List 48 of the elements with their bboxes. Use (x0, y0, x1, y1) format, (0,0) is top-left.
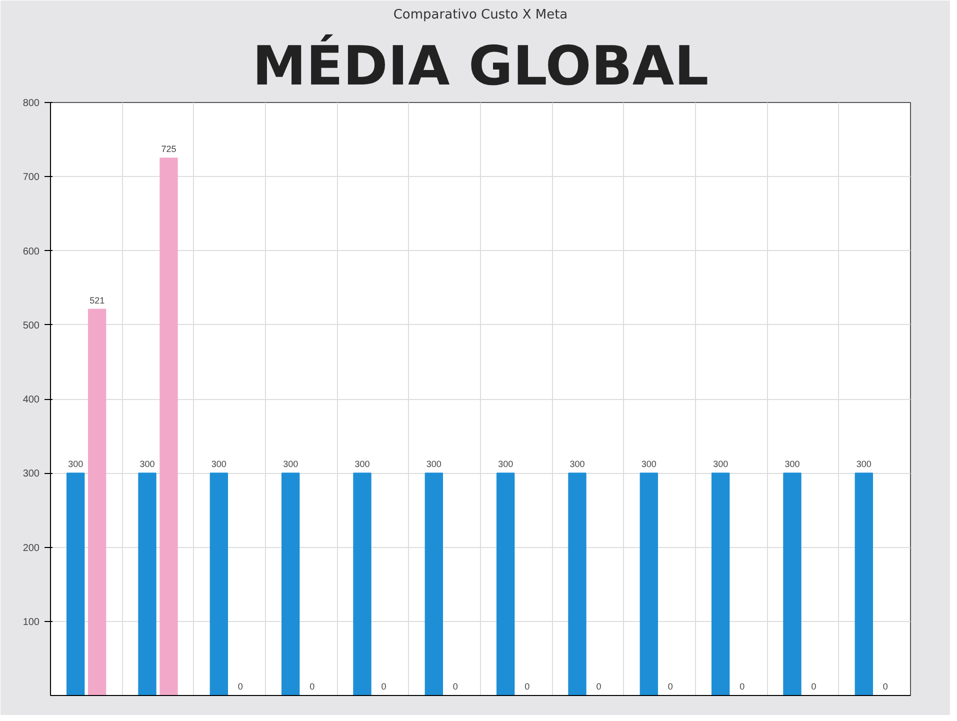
y-tick-label: 100 (22, 616, 40, 628)
data-label: 0 (740, 682, 745, 692)
data-label: 300 (570, 459, 585, 470)
chart-subtitle: Comparativo Custo X Meta (393, 8, 568, 22)
bar (281, 472, 300, 696)
data-label: 300 (641, 459, 656, 470)
data-label: 0 (882, 682, 888, 692)
data-label: 300 (140, 459, 155, 470)
y-tick-label: 700 (22, 172, 40, 184)
chart-title: MÉDIA GLOBAL (252, 34, 709, 98)
y-tick-label: 800 (22, 98, 40, 109)
bar (66, 472, 85, 696)
data-label: 521 (90, 295, 105, 306)
data-label: 300 (426, 459, 442, 470)
data-label: 300 (283, 459, 298, 470)
y-tick-label: 200 (22, 542, 40, 554)
bar (711, 472, 730, 696)
data-label: 0 (238, 682, 243, 692)
bar (496, 472, 515, 696)
bar (88, 308, 106, 696)
data-label: 0 (452, 682, 458, 692)
data-label: 0 (811, 682, 816, 692)
y-tick-label: 500 (22, 320, 40, 332)
data-label: 0 (596, 682, 602, 692)
y-tick-label: 300 (22, 468, 40, 480)
data-label: 0 (668, 682, 673, 692)
data-label: 725 (161, 144, 176, 154)
y-tick-label: 400 (22, 394, 40, 406)
data-label: 300 (211, 459, 226, 470)
data-label: 0 (524, 682, 530, 692)
data-label: 300 (856, 459, 872, 470)
bar (160, 158, 178, 696)
data-label: 0 (310, 682, 315, 692)
bar (783, 472, 802, 696)
data-label: 300 (713, 459, 728, 470)
data-label: 300 (498, 459, 514, 470)
bar (568, 472, 586, 696)
data-label: 300 (354, 459, 370, 470)
data-label: 0 (381, 682, 386, 692)
bar (353, 472, 372, 696)
data-label: 300 (68, 459, 84, 470)
data-label: 300 (784, 459, 800, 470)
bar (424, 472, 444, 696)
bar (640, 472, 658, 696)
y-tick-label: 600 (22, 246, 40, 258)
bar (854, 472, 874, 696)
bar (210, 472, 228, 696)
bar (138, 472, 156, 696)
